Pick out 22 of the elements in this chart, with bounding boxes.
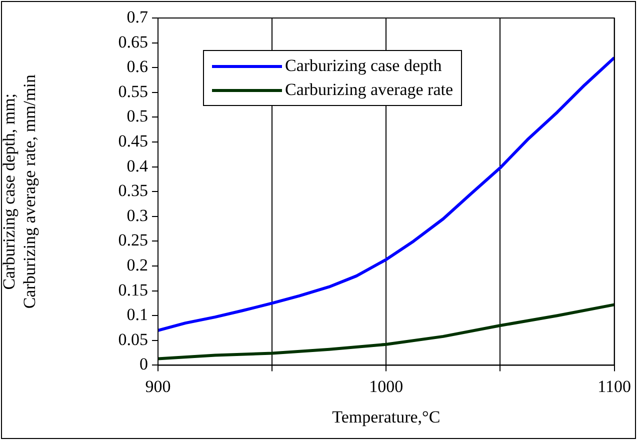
y-tick-label: 0.4 (126, 156, 148, 176)
y-tick-label: 0.45 (118, 131, 148, 150)
y-tick-label: 0.6 (126, 57, 148, 76)
x-tick-label: 1100 (598, 376, 632, 396)
legend-label: Carburizing average rate (285, 80, 454, 100)
legend-label: Carburizing case depth (285, 56, 442, 76)
y-tick-label: 0.35 (118, 181, 148, 200)
x-axis-title: Temperature,°C (332, 407, 440, 426)
y-tick-label: 0.5 (126, 106, 148, 126)
x-tick-label: 1000 (369, 376, 404, 396)
y-tick-label: 0.15 (118, 280, 148, 300)
y-tick-label: 0.1 (126, 305, 148, 324)
y-tick-label: 0.55 (118, 82, 148, 101)
y-tick-label: 0 (140, 354, 148, 374)
y-tick-label: 0.7 (126, 7, 148, 26)
x-tick-label: 900 (145, 376, 171, 396)
y-tick-label: 0.2 (126, 255, 148, 274)
y-tick-label: 0.05 (118, 330, 148, 349)
y-tick-label: 0.65 (118, 32, 148, 52)
y-tick-label: 0.25 (118, 230, 148, 250)
y-axis-title: Carburizing case depth, mm; Carburizing average rate, mm/min (0, 74, 40, 309)
y-tick-label: 0.3 (126, 206, 148, 225)
